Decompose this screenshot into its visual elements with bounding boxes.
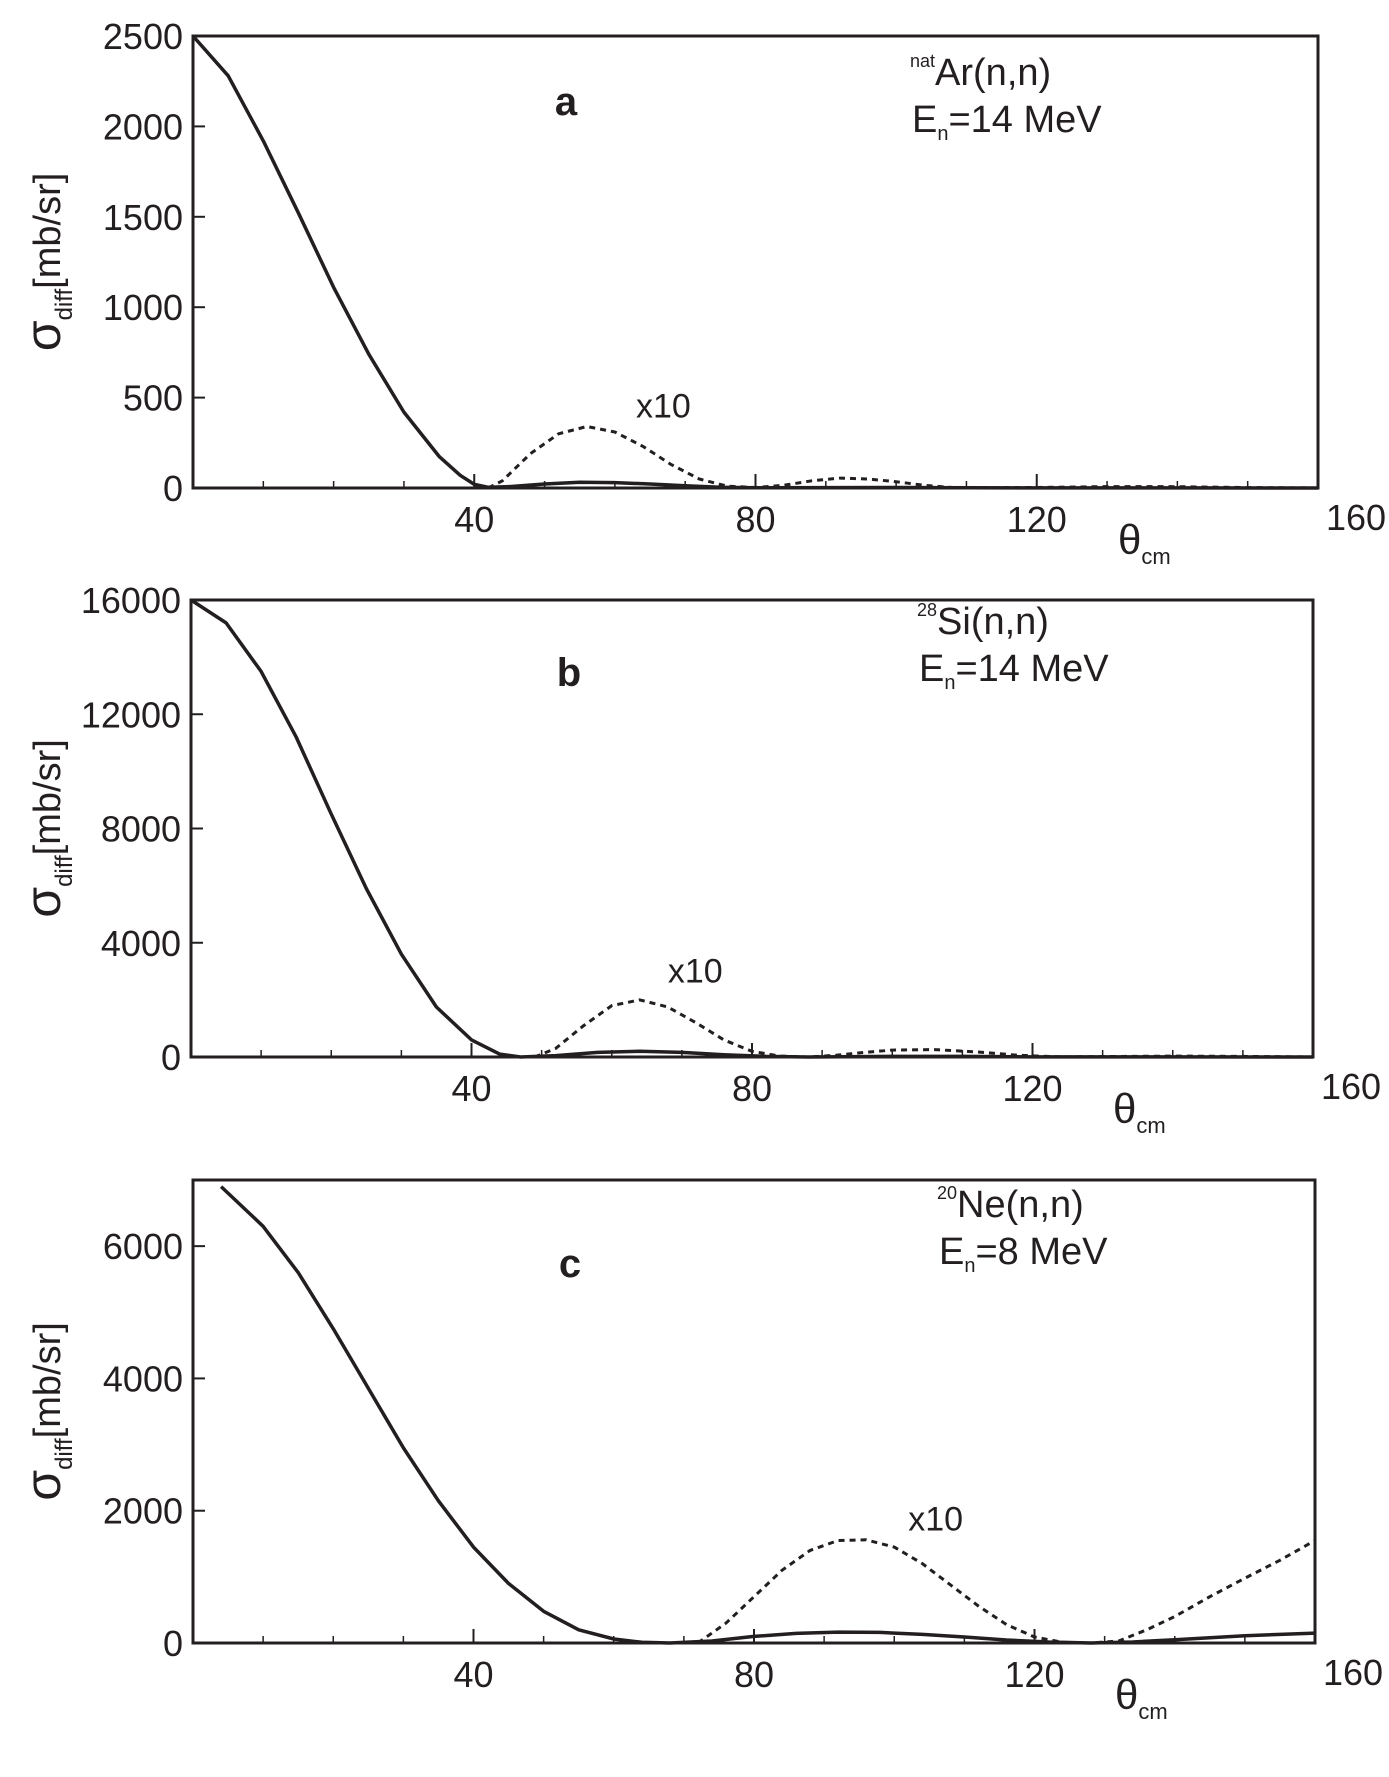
y-tick-label: 2000 (103, 106, 183, 147)
energy-value: =14 MeV (948, 99, 1102, 141)
isotope-superscript: 20 (937, 1183, 957, 1203)
energy-annotation: En=8 MeV (939, 1231, 1108, 1277)
y-tick-label: 0 (163, 1623, 183, 1664)
energy-subscript: n (937, 123, 948, 145)
energy-annotation: En=14 MeV (919, 648, 1109, 694)
reaction-annotation: 28Si(n,n) (917, 600, 1049, 643)
series-line-solid (191, 34, 1319, 490)
y-axis-subscript: diff (51, 289, 78, 321)
y-tick-label: 2500 (103, 16, 183, 57)
y-axis-subscript: diff (51, 855, 78, 887)
reaction-text: Si(n,n) (937, 601, 1049, 643)
x-tick-label: 40 (453, 1654, 493, 1695)
panel-c: 40 80 120 160 0 2000 4000 6000 x10 c 20Ne(n,n) En=8… (15, 1178, 1383, 1724)
y-tick-label: 0 (163, 468, 183, 509)
energy-value: =8 MeV (975, 1231, 1108, 1273)
y-axis-symbol: σ (15, 887, 71, 918)
multiplier-label: x10 (908, 1501, 963, 1539)
x-axis-label: θcm (1118, 516, 1171, 569)
x-tick-label: 40 (451, 1068, 491, 1109)
x-axis-subscript: cm (1138, 1699, 1167, 1724)
y-axis-unit: [mb/sr] (27, 739, 69, 855)
y-tick-label: 16000 (81, 580, 181, 621)
y-tick-label: 0 (161, 1037, 181, 1078)
x-axis-subscript: cm (1136, 1113, 1165, 1138)
panel-letter: a (555, 80, 578, 124)
plot-frame (189, 598, 1315, 1059)
plot-frame (191, 34, 1320, 490)
series-line-x10-dotted (487, 425, 1319, 490)
y-axis-label: σdiff[mb/sr] (15, 739, 78, 918)
x-tick-label: 160 (1323, 1652, 1383, 1693)
reaction-text: Ar(n,n) (935, 52, 1051, 94)
x-tick-label: 40 (454, 499, 494, 540)
y-tick-label: 1000 (103, 287, 183, 328)
x-axis-symbol: θ (1113, 1085, 1136, 1132)
x-axis-label: θcm (1115, 1671, 1168, 1724)
series-line-x10-dotted (697, 1538, 1316, 1645)
y-tick-label: 2000 (103, 1491, 183, 1532)
reaction-annotation: natAr(n,n) (910, 51, 1051, 94)
x-tick-label: 160 (1326, 497, 1386, 538)
series-line-solid (190, 598, 1314, 1059)
x-tick-label: 160 (1321, 1066, 1381, 1107)
multiplier-label: x10 (668, 953, 723, 991)
isotope-superscript: 28 (917, 600, 937, 620)
panel-letter: b (557, 651, 581, 695)
x-axis-symbol: θ (1118, 516, 1141, 563)
energy-annotation: En=14 MeV (912, 99, 1102, 145)
panel-a: 40 80 120 160 0 500 1000 1500 2000 2500 x10 a natAr(… (15, 16, 1386, 569)
series-line-x10-dotted (534, 998, 1314, 1059)
energy-symbol: E (939, 1231, 964, 1273)
multiplier-label: x10 (636, 387, 691, 425)
energy-subscript: n (964, 1255, 975, 1277)
series-line-solid (219, 1185, 1316, 1645)
y-tick-label: 500 (123, 378, 183, 419)
x-axis-label: θcm (1113, 1085, 1166, 1138)
x-tick-label: 120 (1007, 499, 1067, 540)
x-tick-label: 80 (734, 1654, 774, 1695)
panel-b: 40 80 120 160 0 4000 8000 12000 16000 x10 b 28Si(n,… (15, 580, 1381, 1138)
y-tick-label: 8000 (101, 809, 181, 850)
reaction-text: Ne(n,n) (957, 1184, 1084, 1226)
energy-symbol: E (919, 648, 944, 690)
y-tick-label: 1500 (103, 197, 183, 238)
x-tick-label: 80 (735, 499, 775, 540)
y-tick-label: 4000 (103, 1358, 183, 1399)
y-axis-label: σdiff[mb/sr] (15, 1322, 78, 1501)
y-axis-symbol: σ (15, 1470, 71, 1501)
y-axis-unit: [mb/sr] (27, 173, 69, 289)
y-tick-label: 4000 (101, 923, 181, 964)
y-axis-symbol: σ (15, 320, 71, 351)
y-axis-subscript: diff (51, 1438, 78, 1470)
panel-letter: c (559, 1242, 581, 1286)
isotope-superscript: nat (910, 51, 935, 71)
x-tick-label: 80 (732, 1068, 772, 1109)
energy-subscript: n (944, 672, 955, 694)
x-axis-symbol: θ (1115, 1671, 1138, 1718)
x-axis-subscript: cm (1141, 544, 1170, 569)
reaction-annotation: 20Ne(n,n) (937, 1183, 1084, 1226)
y-axis-unit: [mb/sr] (27, 1322, 69, 1438)
y-tick-label: 6000 (103, 1226, 183, 1267)
x-tick-label: 120 (1002, 1068, 1062, 1109)
energy-symbol: E (912, 99, 937, 141)
energy-value: =14 MeV (955, 648, 1109, 690)
y-tick-label: 12000 (81, 694, 181, 735)
plot-frame (191, 1178, 1317, 1645)
y-axis-label: σdiff[mb/sr] (15, 173, 78, 352)
x-tick-label: 120 (1004, 1654, 1064, 1695)
